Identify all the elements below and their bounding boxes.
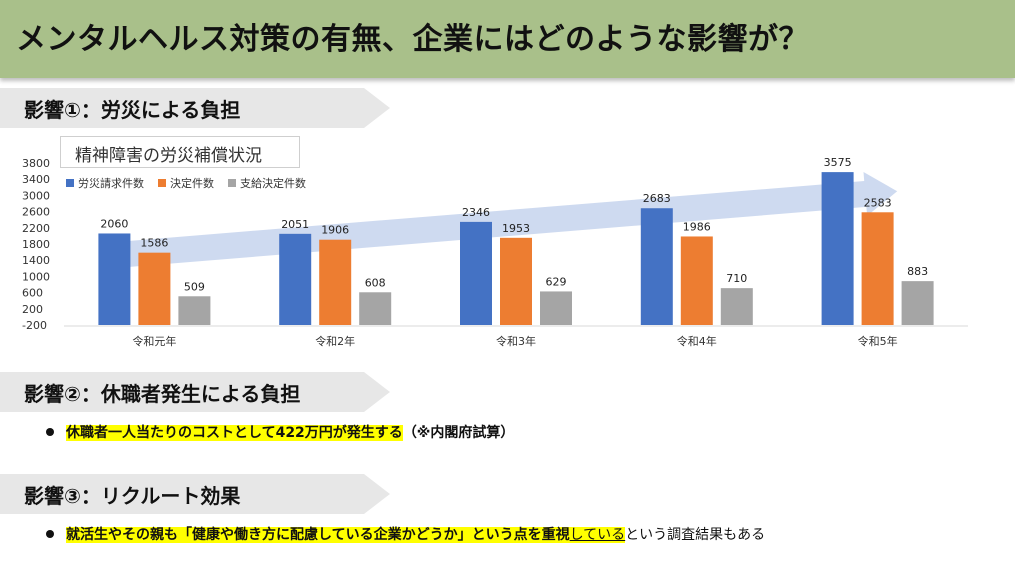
data-label: 608 (365, 276, 386, 289)
bar-3 (901, 281, 934, 325)
bullet-dot (46, 428, 54, 436)
data-label: 2060 (100, 217, 128, 230)
data-label: 1953 (502, 222, 530, 235)
recruit-rest: という調査結果もある (625, 527, 766, 543)
data-label: 2683 (643, 192, 671, 205)
trend-arrow (100, 172, 898, 270)
data-label: 2346 (462, 206, 490, 219)
data-label: 1586 (140, 237, 168, 250)
x-tick-label: 令和3年 (496, 334, 536, 348)
cost-highlight: 休職者一人当たりのコストとして422万円が発生する (66, 425, 403, 441)
section-2-bullet: 休職者一人当たりのコストとして422万円が発生する（※内閣府試算） (46, 422, 514, 442)
data-label: 1906 (321, 224, 349, 237)
data-label: 509 (184, 280, 205, 293)
chart-title-box: 精神障害の労災補償状況 (60, 136, 300, 168)
bar-2 (680, 236, 713, 325)
recruit-highlight: 就活生やその親も「健康や働き方に配慮している企業かどうか」という点を重視 (66, 527, 570, 543)
bar-chart: 3800 3400 3000 2600 2200 1800 1400 1000 600 200 -2… (22, 156, 968, 348)
bar-1 (821, 172, 854, 325)
section-3-bullet: 就活生やその親も「健康や働き方に配慮している企業かどうか」という点を重視している… (46, 524, 765, 544)
data-label: 1986 (683, 220, 711, 233)
bullet-dot (46, 530, 54, 538)
y-tick-label: 2600 (22, 206, 50, 219)
y-tick-label: 1400 (22, 254, 50, 267)
bar-2 (861, 212, 894, 325)
data-label: 883 (907, 265, 928, 278)
x-tick-label: 令和4年 (677, 334, 717, 348)
legend-label-1: 労災請求件数 (78, 176, 144, 190)
bar-2 (500, 237, 532, 325)
data-label: 629 (546, 275, 567, 288)
bar-1 (279, 233, 312, 325)
x-tick-label: 令和5年 (858, 334, 898, 348)
x-tick-label: 令和元年 (132, 334, 176, 348)
y-tick-label: 3400 (22, 173, 50, 186)
legend-swatch-3 (228, 179, 236, 187)
legend-swatch-2 (158, 179, 166, 187)
legend-swatch-1 (66, 179, 74, 187)
bar-3 (359, 292, 392, 325)
y-tick-label: 3000 (22, 189, 50, 202)
y-tick-label: 3800 (22, 157, 50, 170)
section-2-heading-tab: 影響②：休職者発生による負担 (0, 372, 390, 412)
data-label: 710 (726, 272, 747, 285)
data-label: 2051 (281, 218, 309, 231)
section-3-heading: 影響③：リクルート効果 (24, 484, 241, 508)
chart-title: 精神障害の労災補償状況 (75, 146, 262, 166)
section-1-heading: 影響①：労災による負担 (24, 98, 241, 122)
legend-label-3: 支給決定件数 (240, 176, 306, 190)
bar-3 (720, 288, 753, 325)
bar-1 (98, 233, 131, 325)
section-2-heading: 影響②：休職者発生による負担 (24, 382, 301, 406)
cost-note: （※内閣府試算） (402, 425, 515, 441)
recruit-highlight-2: している (569, 527, 626, 543)
x-tick-label: 令和2年 (315, 334, 355, 348)
bar-3 (178, 296, 211, 325)
section-3-heading-tab: 影響③：リクルート効果 (0, 474, 390, 514)
y-tick-label: 600 (22, 287, 43, 300)
bar-2 (319, 239, 352, 325)
bar-2 (138, 252, 171, 325)
section-1-heading-tab: 影響①：労災による負担 (0, 88, 390, 128)
bar-1 (460, 221, 492, 325)
y-tick-label: 1800 (22, 238, 50, 251)
data-label: 2583 (864, 196, 892, 209)
title-bar: メンタルヘルス対策の有無、企業にはどのような影響が？ (0, 0, 1015, 78)
legend-label-2: 決定件数 (170, 176, 214, 190)
y-tick-label: 200 (22, 303, 43, 316)
bar-3 (540, 291, 572, 325)
y-tick-label: 1000 (22, 270, 50, 283)
data-label: 3575 (824, 156, 852, 169)
bar-1 (640, 208, 673, 325)
page-title: メンタルヘルス対策の有無、企業にはどのような影響が？ (16, 22, 809, 57)
y-tick-label: 2200 (22, 222, 50, 235)
y-tick-label: -200 (22, 319, 47, 332)
